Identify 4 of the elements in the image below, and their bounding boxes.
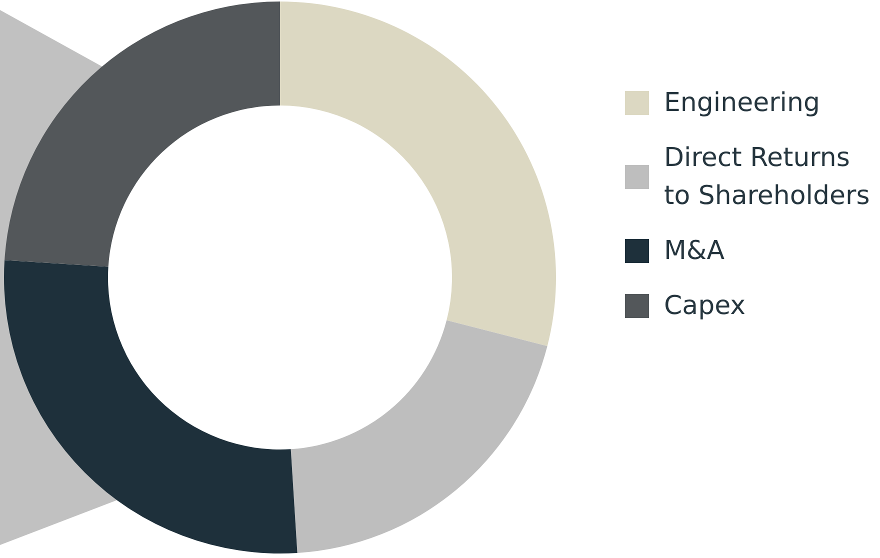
legend-label: M&A [664, 236, 725, 266]
legend-label: Engineering [664, 88, 820, 118]
legend-label: Direct Returns to Shareholders [664, 143, 870, 211]
legend-label: Capex [664, 291, 746, 321]
